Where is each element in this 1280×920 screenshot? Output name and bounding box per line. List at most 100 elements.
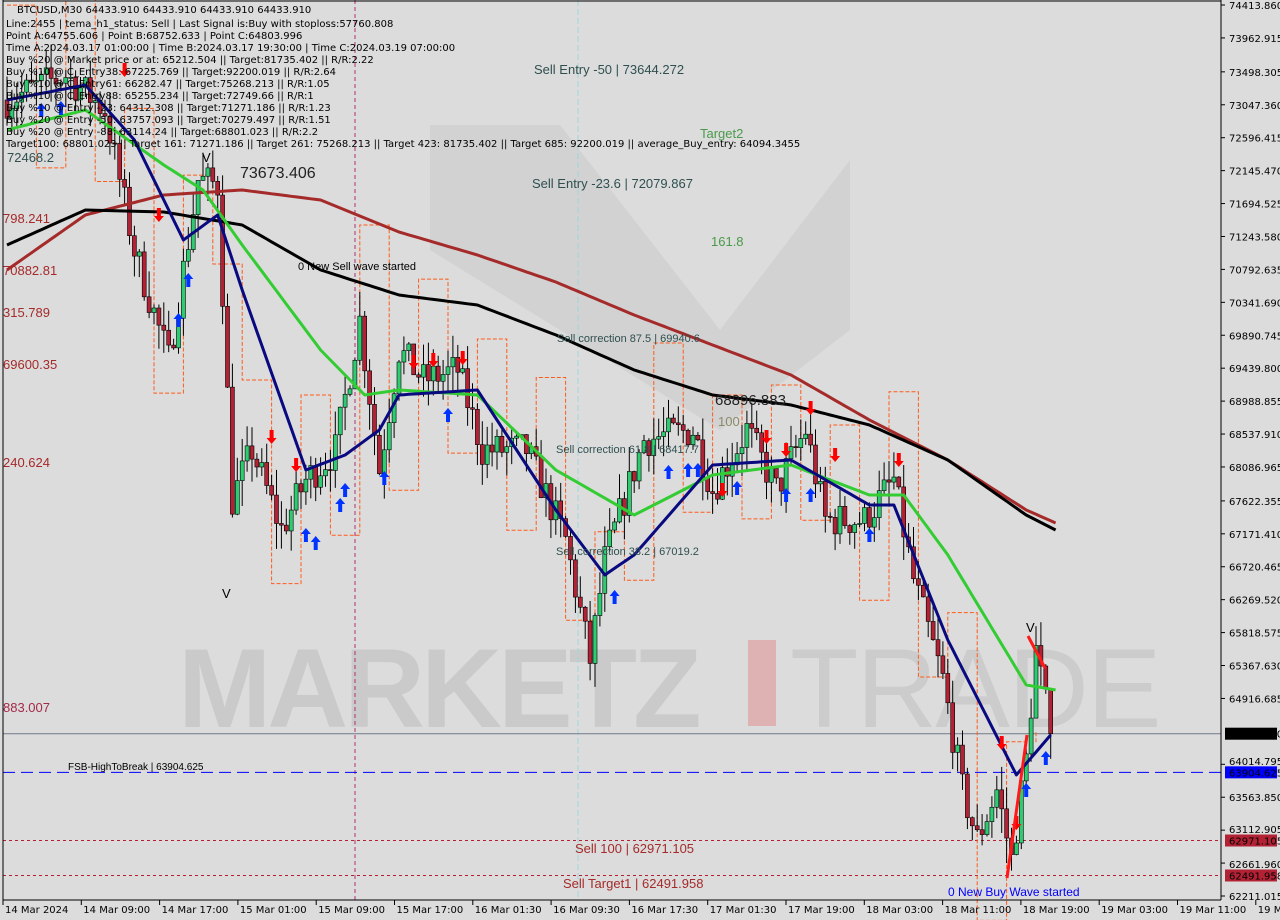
info-line: Buy %10 @ Entry -23: 64312.308 || Target… bbox=[6, 103, 331, 114]
bull-candle-body bbox=[636, 452, 642, 482]
bear-candle-body bbox=[455, 357, 461, 373]
bull-candle-body bbox=[641, 440, 647, 454]
sell-arrow-icon bbox=[153, 207, 164, 222]
candles bbox=[4, 44, 1053, 871]
buy-arrow-icon bbox=[805, 487, 816, 502]
candle bbox=[137, 249, 142, 278]
time-tick-label: 19 Mar 19:00 bbox=[1258, 905, 1280, 916]
sell-target1-label: Sell Target1 | 62491.958 bbox=[563, 876, 703, 891]
bull-candle-body bbox=[205, 167, 211, 177]
bear-candle-body bbox=[230, 386, 235, 515]
bear-candle-body bbox=[832, 517, 838, 535]
candle bbox=[92, 96, 98, 113]
candle bbox=[803, 421, 809, 445]
bear-candle-body bbox=[568, 536, 573, 561]
sell100-price-tag bbox=[1225, 834, 1277, 847]
ma-navy-line bbox=[6, 83, 1052, 777]
bull-candle-body bbox=[729, 464, 735, 477]
sell-entry-23-label: Sell Entry -23.6 | 72079.867 bbox=[532, 176, 693, 191]
price-tick-label: 71694.525 bbox=[1229, 200, 1280, 211]
bear-candle-body bbox=[156, 307, 162, 326]
price-tick-label: 72145.470 bbox=[1229, 167, 1280, 178]
candle bbox=[328, 449, 333, 492]
candle bbox=[847, 524, 853, 545]
bull-candle-body bbox=[43, 67, 49, 75]
moving-averages bbox=[6, 83, 1057, 777]
bull-candle-body bbox=[34, 80, 39, 83]
bear-candle-body bbox=[754, 427, 760, 434]
candle bbox=[210, 150, 216, 189]
info-line: Buy %10 @ C_Entry38: 67225.769 || Target… bbox=[6, 67, 336, 78]
bull-candle-body bbox=[612, 521, 617, 531]
bear-candle-body bbox=[827, 516, 833, 518]
candle bbox=[264, 443, 270, 495]
price-tick-label: 70792.635 bbox=[1229, 265, 1280, 276]
bull-candle-body bbox=[259, 462, 265, 468]
candle bbox=[220, 175, 225, 325]
sell-arrow-icon bbox=[781, 442, 792, 457]
bull-candle-body bbox=[450, 357, 456, 368]
bear-candle-body bbox=[886, 479, 892, 483]
bear-candle-body bbox=[249, 445, 255, 460]
bull-candle-body bbox=[63, 77, 69, 84]
candle bbox=[577, 576, 583, 614]
time-tick-label: 15 Mar 17:00 bbox=[397, 905, 464, 916]
candle bbox=[274, 469, 279, 549]
bull-candle-body bbox=[440, 374, 446, 382]
signals bbox=[36, 62, 1051, 830]
candle bbox=[489, 422, 495, 467]
price-tick-label: 69439.800 bbox=[1229, 364, 1280, 375]
bear-candle-body bbox=[847, 525, 853, 533]
buy-arrow-icon bbox=[36, 102, 47, 117]
time-tick-label: 17 Mar 19:00 bbox=[788, 905, 855, 916]
bear-candle-body bbox=[930, 621, 936, 640]
candle bbox=[813, 429, 818, 499]
candle bbox=[896, 476, 902, 490]
bull-candle-body bbox=[871, 517, 877, 528]
candle bbox=[641, 434, 647, 455]
candle bbox=[626, 447, 632, 523]
candle bbox=[308, 456, 314, 499]
bull-candle-body bbox=[818, 481, 823, 485]
candle bbox=[690, 426, 696, 450]
left-level-label: 69600.35 bbox=[3, 357, 57, 372]
sell-arrow-icon bbox=[893, 452, 904, 467]
bear-candle-body bbox=[479, 444, 485, 465]
bear-candle-body bbox=[935, 639, 941, 657]
info-line: Buy %20 @ Entry -50: 63757.093 || Target… bbox=[6, 115, 331, 126]
bear-candle-body bbox=[254, 458, 260, 468]
candle bbox=[494, 429, 500, 470]
v-marker: V bbox=[1026, 620, 1035, 635]
bull-candle-body bbox=[137, 251, 142, 257]
time-axis[interactable]: 14 Mar 2024 14 Mar 09:00 14 Mar 17:00 15 Ma… bbox=[2, 900, 1280, 916]
candle bbox=[450, 335, 456, 393]
bull-candle-body bbox=[381, 449, 387, 475]
candle bbox=[230, 363, 235, 518]
info-line: Line:2455 | tema_h1_status: Sell | Last … bbox=[6, 19, 393, 30]
bear-candle-body bbox=[416, 374, 421, 378]
time-tick-label: 14 Mar 2024 bbox=[5, 905, 68, 916]
bear-candle-body bbox=[367, 370, 372, 405]
candle bbox=[837, 489, 843, 544]
bull-candle-body bbox=[857, 523, 862, 525]
info-line: Buy %10 @ C_Entry88: 65255.234 || Target… bbox=[6, 91, 314, 102]
bear-candle-body bbox=[680, 424, 686, 431]
bull-candle-body bbox=[514, 435, 519, 439]
buy-arrow-icon bbox=[443, 407, 453, 422]
bear-candle-body bbox=[489, 444, 495, 453]
candle bbox=[421, 344, 426, 397]
annotations: 73673.406 Sell Entry -50 | 73644.272 Tar… bbox=[3, 62, 1080, 899]
candle bbox=[592, 612, 598, 687]
sell-arrow-icon bbox=[457, 350, 468, 365]
candle bbox=[337, 406, 343, 455]
candle bbox=[661, 407, 666, 457]
candle bbox=[514, 433, 519, 447]
buy-arrow-icon bbox=[732, 480, 743, 495]
candle bbox=[607, 508, 613, 552]
bear-candle-body bbox=[146, 296, 152, 313]
price-axis[interactable]: 74413.860 73962.915 73498.305 73047.360 7259… bbox=[1221, 1, 1280, 903]
bear-candle-body bbox=[671, 417, 676, 424]
price-tick-label: 72596.415 bbox=[1229, 134, 1280, 145]
point-b-price-label: 68896.883 bbox=[715, 392, 786, 409]
